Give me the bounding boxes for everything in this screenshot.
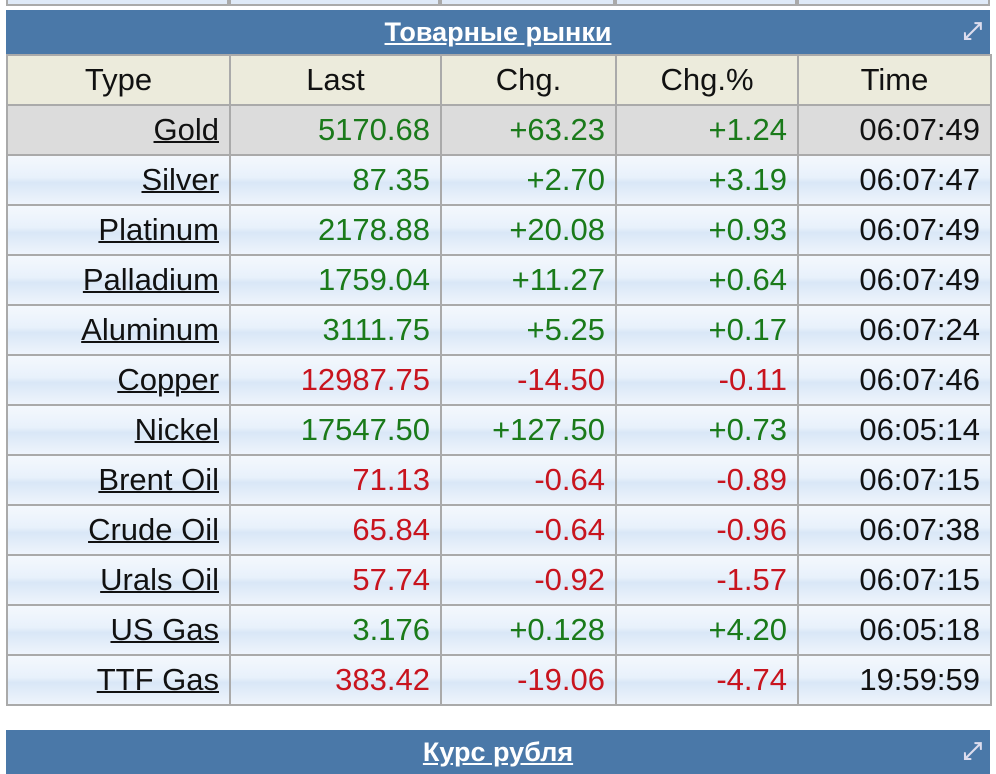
time-cell: 06:07:15: [797, 554, 992, 606]
table-row: Nickel 17547.50 +127.50 +0.73 06:05:14: [6, 404, 992, 456]
table-row: Palladium 1759.04 +11.27 +0.64 06:07:49: [6, 254, 992, 306]
chg-pct-cell: +3.19: [615, 154, 799, 206]
chg-pct-cell: -0.89: [615, 454, 799, 506]
last-cell: 3.176: [229, 604, 442, 656]
table-row: Brent Oil 71.13 -0.64 -0.89 06:07:15: [6, 454, 992, 506]
col-type: Type: [6, 54, 231, 106]
commodity-link[interactable]: TTF Gas: [96, 662, 219, 697]
table-row: Platinum 2178.88 +20.08 +0.93 06:07:49: [6, 204, 992, 256]
commodity-link[interactable]: Platinum: [98, 212, 219, 247]
last-cell: 12987.75: [229, 354, 442, 406]
table-row: Urals Oil 57.74 -0.92 -1.57 06:07:15: [6, 554, 992, 606]
chg-pct-cell: +0.17: [615, 304, 799, 356]
chg-cell: +2.70: [440, 154, 617, 206]
last-cell: 57.74: [229, 554, 442, 606]
commodity-link[interactable]: Gold: [153, 112, 219, 147]
last-cell: 71.13: [229, 454, 442, 506]
time-cell: 06:07:49: [797, 204, 992, 256]
commodities-title-link[interactable]: Товарные рынки: [384, 17, 612, 47]
commodity-link[interactable]: Aluminum: [81, 312, 219, 347]
table-row: TTF Gas 383.42 -19.06 -4.74 19:59:59: [6, 654, 992, 706]
chg-cell: +127.50: [440, 404, 617, 456]
type-cell: Platinum: [6, 204, 231, 256]
last-cell: 3111.75: [229, 304, 442, 356]
commodities-header-bar: Товарные рынки ⤢: [6, 10, 990, 54]
type-cell: Nickel: [6, 404, 231, 456]
commodities-table: Type Last Chg. Chg.% Time Gold 5170.68 +…: [6, 54, 992, 706]
commodity-link[interactable]: Palladium: [82, 262, 219, 297]
time-cell: 06:05:14: [797, 404, 992, 456]
commodity-link[interactable]: US Gas: [110, 612, 219, 647]
ruble-rate-header-bar: Курс рубля ⤢: [6, 730, 990, 774]
commodity-link[interactable]: Nickel: [134, 412, 219, 447]
last-cell: 17547.50: [229, 404, 442, 456]
chg-pct-cell: -4.74: [615, 654, 799, 706]
type-cell: Copper: [6, 354, 231, 406]
chg-pct-cell: +0.64: [615, 254, 799, 306]
chg-cell: +11.27: [440, 254, 617, 306]
type-cell: Silver: [6, 154, 231, 206]
chg-cell: -0.92: [440, 554, 617, 606]
time-cell: 06:07:49: [797, 104, 992, 156]
chg-cell: -0.64: [440, 454, 617, 506]
type-cell: Gold: [6, 104, 231, 156]
table-row: Gold 5170.68 +63.23 +1.24 06:07:49: [6, 104, 992, 156]
chg-pct-cell: -0.11: [615, 354, 799, 406]
time-cell: 06:07:38: [797, 504, 992, 556]
type-cell: Aluminum: [6, 304, 231, 356]
type-cell: Urals Oil: [6, 554, 231, 606]
time-cell: 06:07:49: [797, 254, 992, 306]
commodity-link[interactable]: Brent Oil: [98, 462, 219, 497]
chg-cell: +63.23: [440, 104, 617, 156]
type-cell: Brent Oil: [6, 454, 231, 506]
type-cell: Crude Oil: [6, 504, 231, 556]
ruble-rate-title-link[interactable]: Курс рубля: [422, 737, 574, 767]
type-cell: TTF Gas: [6, 654, 231, 706]
chg-pct-cell: +0.93: [615, 204, 799, 256]
time-cell: 19:59:59: [797, 654, 992, 706]
previous-table-bottom: [6, 0, 990, 6]
col-chg: Chg.: [440, 54, 617, 106]
chg-pct-cell: +1.24: [615, 104, 799, 156]
commodity-link[interactable]: Copper: [117, 362, 219, 397]
chg-pct-cell: -0.96: [615, 504, 799, 556]
type-cell: US Gas: [6, 604, 231, 656]
table-row: Aluminum 3111.75 +5.25 +0.17 06:07:24: [6, 304, 992, 356]
last-cell: 1759.04: [229, 254, 442, 306]
chg-cell: +5.25: [440, 304, 617, 356]
external-link-icon[interactable]: ⤢: [962, 18, 982, 45]
chg-pct-cell: -1.57: [615, 554, 799, 606]
time-cell: 06:07:47: [797, 154, 992, 206]
last-cell: 2178.88: [229, 204, 442, 256]
table-row: Crude Oil 65.84 -0.64 -0.96 06:07:38: [6, 504, 992, 556]
type-cell: Palladium: [6, 254, 231, 306]
col-chg-pct: Chg.%: [615, 54, 799, 106]
commodity-link[interactable]: Crude Oil: [88, 512, 219, 547]
col-time: Time: [797, 54, 992, 106]
table-row: Silver 87.35 +2.70 +3.19 06:07:47: [6, 154, 992, 206]
chg-pct-cell: +4.20: [615, 604, 799, 656]
last-cell: 87.35: [229, 154, 442, 206]
time-cell: 06:07:15: [797, 454, 992, 506]
time-cell: 06:07:24: [797, 304, 992, 356]
commodity-link[interactable]: Silver: [141, 162, 219, 197]
chg-cell: -0.64: [440, 504, 617, 556]
last-cell: 5170.68: [229, 104, 442, 156]
chg-cell: -19.06: [440, 654, 617, 706]
chg-cell: +0.128: [440, 604, 617, 656]
table-row: Copper 12987.75 -14.50 -0.11 06:07:46: [6, 354, 992, 406]
chg-cell: -14.50: [440, 354, 617, 406]
time-cell: 06:07:46: [797, 354, 992, 406]
time-cell: 06:05:18: [797, 604, 992, 656]
last-cell: 65.84: [229, 504, 442, 556]
chg-cell: +20.08: [440, 204, 617, 256]
chg-pct-cell: +0.73: [615, 404, 799, 456]
external-link-icon[interactable]: ⤢: [962, 738, 982, 765]
table-row: US Gas 3.176 +0.128 +4.20 06:05:18: [6, 604, 992, 656]
col-last: Last: [229, 54, 442, 106]
commodity-link[interactable]: Urals Oil: [100, 562, 219, 597]
last-cell: 383.42: [229, 654, 442, 706]
